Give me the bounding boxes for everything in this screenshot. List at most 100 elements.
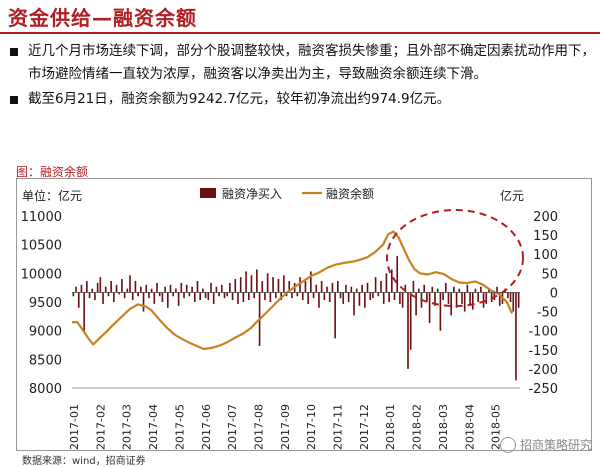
bar-mark [310, 271, 312, 293]
right-axis-tick-label: 200 [533, 210, 558, 225]
bar-mark [469, 292, 471, 306]
bar-mark [331, 282, 334, 293]
bar-mark [96, 282, 99, 293]
right-axis-tick-label: -200 [528, 363, 558, 378]
legend-bar-swatch [200, 188, 216, 198]
left-axis-tick-label: 9500 [29, 296, 62, 311]
bar-mark [299, 277, 301, 293]
bar-mark [220, 284, 223, 293]
right-axis-tick-label: 50 [541, 267, 558, 282]
bar-mark [442, 292, 444, 301]
bar-mark [353, 292, 355, 316]
watermark-text: 招商策略研究 [519, 438, 592, 452]
bar-mark [180, 282, 183, 293]
x-tick-label: 2017-08 [252, 404, 265, 450]
source-note: 数据来源：wind，招商证券 [22, 456, 146, 467]
x-tick-label: 2017-05 [173, 404, 186, 450]
bar-mark [212, 292, 215, 304]
bar-mark [396, 256, 399, 293]
bar-mark [80, 284, 83, 293]
bar-mark [380, 280, 382, 293]
bar-mark [455, 292, 458, 308]
bar-mark [315, 284, 318, 293]
bar-mark [426, 292, 428, 302]
bar-mark [88, 292, 91, 299]
right-axis-tick-label: -100 [528, 325, 558, 340]
bar-mark [339, 292, 342, 299]
bar-mark [91, 288, 94, 293]
bar-mark [434, 292, 436, 306]
bar-mark [156, 282, 158, 293]
bar-mark [364, 292, 366, 308]
bar-mark [450, 292, 452, 316]
bar-mark [447, 292, 450, 304]
bar-mark [223, 292, 226, 299]
highlight-ellipse [386, 209, 524, 307]
bar-mark [250, 275, 253, 293]
left-axis-unit: 单位：亿元 [22, 188, 82, 203]
bar-mark [145, 284, 148, 293]
bar-mark [393, 292, 396, 301]
bar-mark [401, 292, 404, 308]
x-tick-label: 2017-01 [68, 404, 81, 450]
bar-mark [215, 286, 218, 293]
bar-mark [517, 292, 520, 308]
bar-mark [466, 284, 469, 293]
bar-mark [512, 292, 515, 312]
x-tick-label: 2017-03 [121, 404, 134, 450]
bar-mark [431, 286, 434, 293]
right-axis-unit: 亿元 [500, 188, 524, 203]
bar-mark [407, 292, 409, 369]
bar-mark [485, 292, 488, 304]
title-divider [0, 32, 600, 34]
bar-mark [498, 292, 501, 306]
x-tick-label: 2017-02 [94, 404, 107, 450]
bar-mark [140, 286, 142, 293]
bar-mark [266, 273, 269, 293]
bar-mark [507, 292, 509, 299]
x-tick-label: 2017-12 [358, 404, 371, 450]
bar-mark [269, 292, 272, 302]
x-tick-label: 2017-11 [332, 404, 345, 450]
bar-mark [277, 279, 280, 293]
balance-line [72, 230, 514, 351]
bar-mark [474, 288, 477, 293]
legend-bar-label: 融资净买入 [222, 187, 282, 201]
bullet-text: 近几个月市场连续下调，部分个股调整较快，融资客损失惨重；且外部不确定因素扰动作用… [28, 43, 595, 82]
bar-mark [99, 277, 102, 293]
bar-mark [350, 286, 353, 293]
bar-mark [334, 292, 336, 339]
bar-mark [94, 292, 96, 301]
bar-mark [175, 288, 177, 293]
bar-mark [515, 292, 517, 381]
left-axis-tick-label: 8000 [29, 382, 62, 397]
bar-mark [342, 292, 345, 304]
figure-title: 图：融资余额 [16, 165, 89, 179]
bar-mark [231, 292, 234, 301]
bar-mark [121, 279, 123, 293]
bar-mark [444, 282, 447, 293]
bar-mark [372, 292, 374, 299]
bar-mark [161, 292, 164, 302]
bar-mark [158, 292, 161, 297]
bar-mark [137, 292, 139, 297]
bar-mark [488, 288, 490, 293]
bar-mark [377, 292, 380, 297]
bar-mark [226, 292, 228, 297]
x-tick-label: 2018-02 [411, 404, 424, 450]
bar-mark [366, 282, 369, 293]
bar-mark [75, 286, 77, 293]
x-tick-label: 2018-05 [490, 404, 503, 450]
bar-mark [382, 292, 385, 304]
bar-mark [118, 292, 121, 295]
bar-mark [412, 280, 415, 293]
chart-frame [16, 178, 592, 451]
bar-mark [296, 292, 299, 297]
left-axis-tick-label: 8500 [29, 353, 62, 368]
bar-mark [496, 286, 498, 293]
bar-mark [415, 292, 417, 316]
bar-mark [399, 292, 401, 304]
bar-mark [461, 292, 463, 304]
bar-mark [347, 292, 350, 302]
